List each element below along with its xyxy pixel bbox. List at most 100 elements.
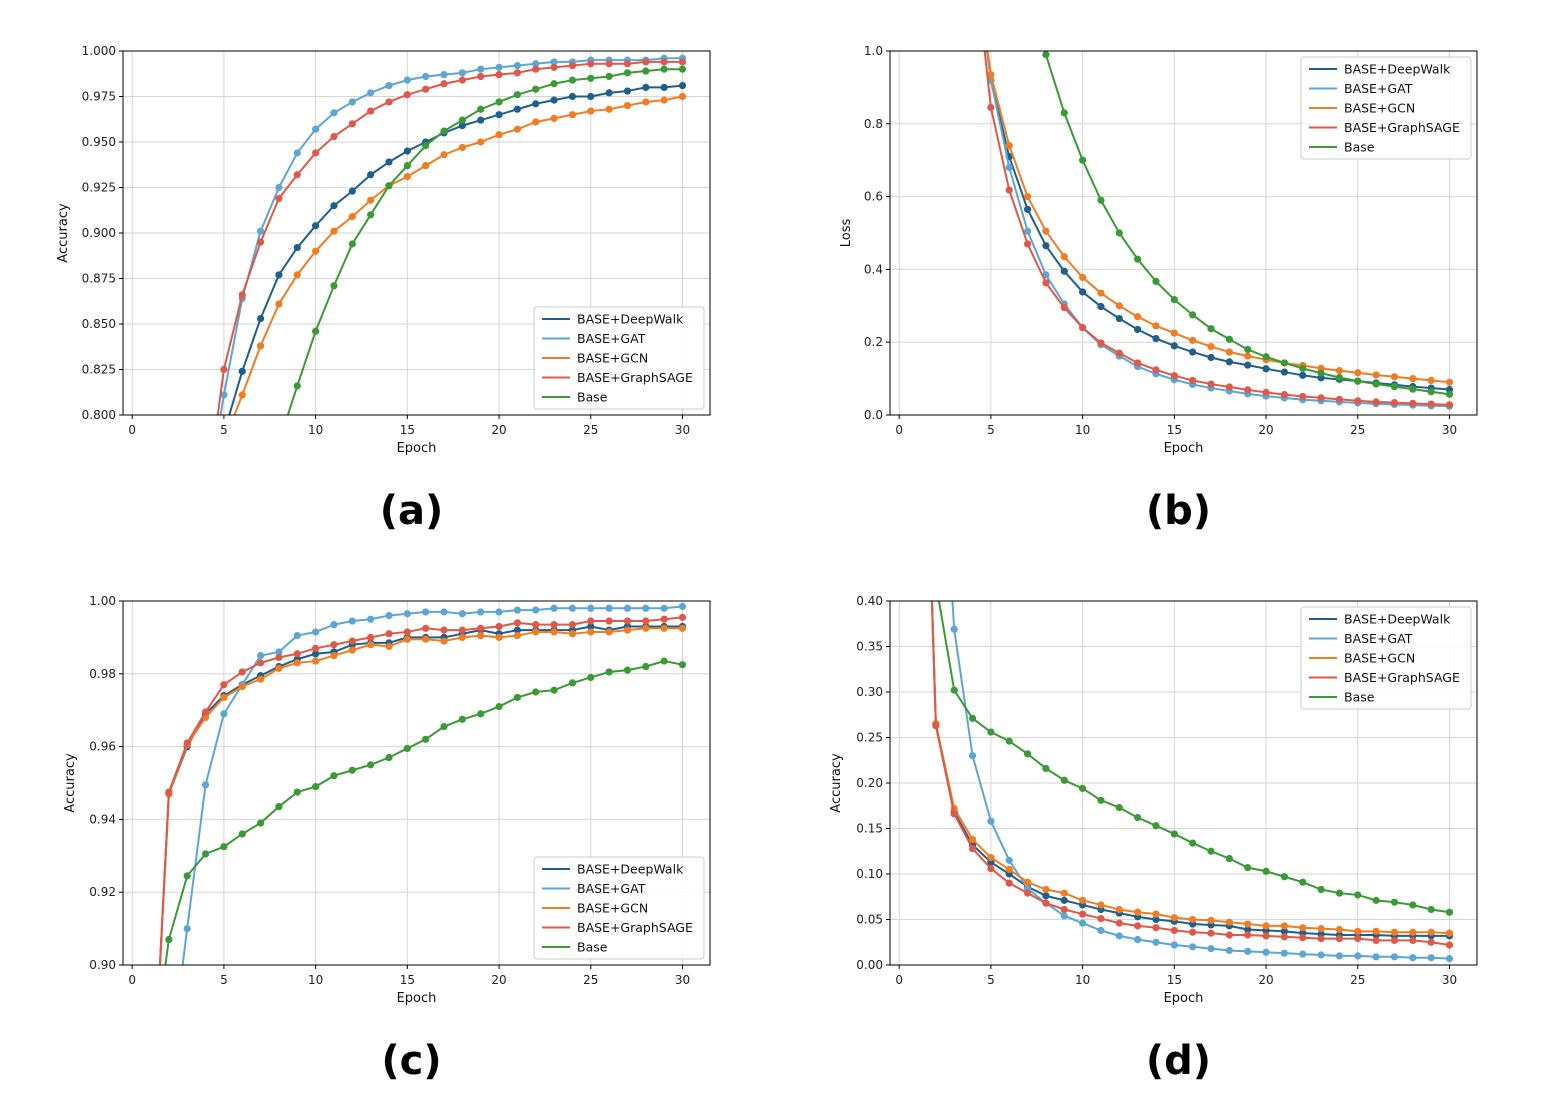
data-point-base-gat xyxy=(1207,945,1215,953)
data-point-base-deepwalk xyxy=(495,111,503,119)
data-point-base xyxy=(202,684,209,691)
data-point-base-gat xyxy=(458,610,466,618)
data-point-base-graphsage xyxy=(1299,934,1307,942)
y-tick-label: 1.00 xyxy=(89,594,116,608)
data-point-base-gat xyxy=(275,183,283,192)
data-point-base-graphsage xyxy=(987,864,995,873)
data-point-base xyxy=(239,539,246,546)
data-point-base-gcn xyxy=(1189,915,1197,924)
data-point-base-gcn xyxy=(1060,889,1068,897)
data-point-base xyxy=(201,850,210,858)
data-point-base xyxy=(1225,335,1233,343)
data-point-base-graphsage xyxy=(1170,372,1178,380)
data-point-base-gat xyxy=(220,710,228,718)
series-group xyxy=(983,51,1454,410)
data-point-base-gcn xyxy=(1244,352,1252,360)
data-point-base-gcn xyxy=(1427,928,1435,936)
data-point-base-gcn xyxy=(348,213,356,221)
data-point-base-gat xyxy=(1134,935,1142,944)
x-tick-label: 15 xyxy=(1167,423,1182,437)
data-point-base-graphsage xyxy=(1097,914,1105,923)
data-point-base-graphsage xyxy=(1427,400,1435,408)
data-point-base-gcn xyxy=(440,151,448,159)
data-point-base-gcn xyxy=(440,637,448,645)
data-point-base-gcn xyxy=(1445,929,1454,937)
data-point-base-graphsage xyxy=(660,58,668,66)
data-point-base xyxy=(348,766,356,774)
y-tick-label: 0.90 xyxy=(89,958,116,972)
data-point-base-gcn xyxy=(1427,376,1435,385)
data-point-base-graphsage xyxy=(201,708,210,716)
data-point-base xyxy=(1299,364,1307,373)
data-point-base xyxy=(403,744,411,753)
y-tick-label: 0.05 xyxy=(856,913,883,927)
data-point-base xyxy=(1079,156,1087,164)
x-tick-label: 5 xyxy=(220,423,228,437)
data-point-base-gcn xyxy=(550,114,558,122)
data-point-base-gcn xyxy=(1262,922,1270,930)
y-tick-label: 0.0 xyxy=(864,408,883,422)
data-point-base-graphsage xyxy=(1390,936,1399,945)
legend-label: BASE+DeepWalk xyxy=(577,862,684,877)
data-point-base-gcn xyxy=(1445,378,1454,386)
data-point-base-graphsage xyxy=(1023,889,1032,897)
data-point-base-gcn xyxy=(1152,910,1160,918)
data-point-base xyxy=(477,105,485,113)
data-point-base-graphsage xyxy=(1427,938,1435,946)
data-point-base xyxy=(1060,776,1068,784)
legend-label: Base xyxy=(577,390,608,405)
data-point-base-gcn xyxy=(1280,922,1288,930)
data-point-base xyxy=(932,579,939,586)
data-point-base-gat xyxy=(1445,955,1454,963)
data-point-base-gat xyxy=(422,608,430,616)
data-point-base xyxy=(1335,373,1344,382)
data-point-base-gcn xyxy=(367,641,375,649)
data-point-base xyxy=(330,282,338,290)
data-point-base-gat xyxy=(678,602,687,611)
data-point-base-gcn xyxy=(1372,371,1380,379)
x-tick-label: 20 xyxy=(491,973,506,987)
data-point-base-gcn xyxy=(1244,920,1252,928)
data-point-base xyxy=(367,211,375,219)
data-point-base-graphsage xyxy=(1152,366,1160,374)
legend-box xyxy=(1300,56,1472,160)
data-point-base-graphsage xyxy=(165,788,173,796)
data-point-base-graphsage xyxy=(914,142,921,149)
x-axis-label: Epoch xyxy=(1164,991,1204,1006)
x-tick-label: 5 xyxy=(987,423,995,437)
data-point-base-graphsage xyxy=(1409,399,1417,407)
data-point-base-gcn xyxy=(495,131,503,139)
y-tick-label: 0.800 xyxy=(82,408,116,422)
data-point-base xyxy=(1427,388,1435,396)
data-point-base-gat xyxy=(623,604,632,612)
series-line-base-deepwalk xyxy=(228,84,683,415)
legend-label: BASE+DeepWalk xyxy=(1344,612,1451,627)
y-tick-label: 0.20 xyxy=(856,776,883,790)
x-tick-label: 20 xyxy=(491,423,506,437)
data-point-base-graphsage xyxy=(1207,380,1215,388)
data-point-base-gcn xyxy=(477,138,485,146)
data-point-base-gat xyxy=(477,608,485,616)
data-point-base-deepwalk xyxy=(348,187,356,195)
data-point-base-gat xyxy=(147,866,154,873)
data-point-base-graphsage xyxy=(403,91,411,99)
data-point-base-gat xyxy=(348,617,356,625)
data-point-base-gcn xyxy=(532,628,540,636)
data-point-base-graphsage xyxy=(1354,397,1362,405)
x-tick-label: 30 xyxy=(1442,973,1457,987)
data-point-base-graphsage xyxy=(1079,910,1087,918)
data-point-base-gcn xyxy=(1060,253,1068,261)
data-point-base-gcn xyxy=(987,854,995,862)
data-point-base-gcn xyxy=(312,247,320,255)
data-point-base-graphsage xyxy=(623,617,632,625)
data-point-base xyxy=(1354,377,1362,385)
data-point-base-graphsage xyxy=(367,633,375,642)
data-point-base-graphsage xyxy=(932,722,940,730)
data-point-base-graphsage xyxy=(1225,383,1233,391)
data-point-base-gcn xyxy=(1354,369,1362,377)
data-point-base-graphsage xyxy=(238,668,246,676)
data-point-base-gcn xyxy=(587,628,595,636)
data-point-base-deepwalk xyxy=(1207,353,1215,362)
legend-box xyxy=(533,306,705,410)
y-tick-label: 0.825 xyxy=(82,363,116,377)
